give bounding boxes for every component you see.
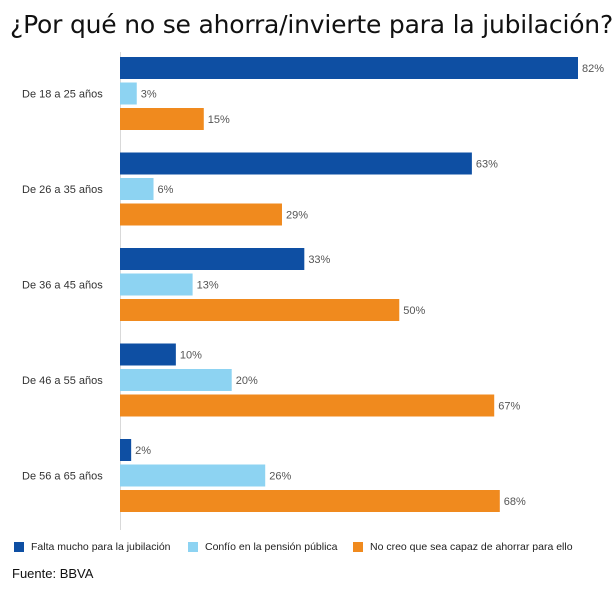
category-label: De 56 a 65 años [22,471,103,483]
bar-series-2 [120,273,193,296]
data-label: 68% [504,496,526,508]
bar-series-2 [120,82,137,105]
bar-series-3 [120,394,495,417]
chart-title: ¿Por qué no se ahorra/invierte para la j… [10,10,612,39]
bar-series-1 [120,248,305,270]
bar-series-2 [120,369,232,391]
bar-series-1 [120,152,472,175]
legend-item-series-2: Confío en la pensión pública [188,541,338,553]
data-label: 63% [476,159,498,171]
legend-label-series-1: Falta mucho para la jubilación [31,541,171,553]
bar-series-1 [120,57,578,79]
legend-item-series-3: No creo que sea capaz de ahorrar para el… [353,541,573,553]
data-label: 50% [403,305,425,317]
legend-label-series-2: Confío en la pensión pública [205,541,338,553]
data-label: 82% [582,63,604,75]
bar-series-2 [120,178,154,200]
legend-item-series-1: Falta mucho para la jubilación [14,541,171,553]
data-label: 26% [269,471,291,483]
data-label: 15% [208,114,230,126]
category-label: De 26 a 35 años [22,184,103,196]
data-label: 3% [141,89,157,101]
bar-series-2 [120,464,266,487]
bar-series-3 [120,490,500,512]
legend-label-series-3: No creo que sea capaz de ahorrar para el… [370,541,573,553]
bar-series-3 [120,108,204,130]
bar-series-1 [120,439,132,461]
bar-chart: De 18 a 25 años 82% 3% 15% De 26 a 35 años 63… [22,52,604,530]
data-label: 29% [286,210,308,222]
data-label: 67% [498,401,520,413]
category-label: De 46 a 55 años [22,375,103,387]
data-label: 10% [180,350,202,362]
legend-swatch-series-3 [353,542,363,552]
legend-swatch-series-1 [14,542,24,552]
legend-swatch-series-2 [188,542,198,552]
category-label: De 36 a 45 años [22,280,103,292]
category-label: De 18 a 25 años [22,89,103,101]
bar-series-3 [120,203,282,226]
source-note: Fuente: BBVA [12,566,94,581]
bar-series-1 [120,343,176,366]
data-label: 20% [236,375,258,387]
data-label: 33% [308,254,330,266]
data-label: 2% [135,445,151,457]
bar-series-3 [120,299,400,321]
data-label: 13% [197,280,219,292]
data-label: 6% [158,184,174,196]
